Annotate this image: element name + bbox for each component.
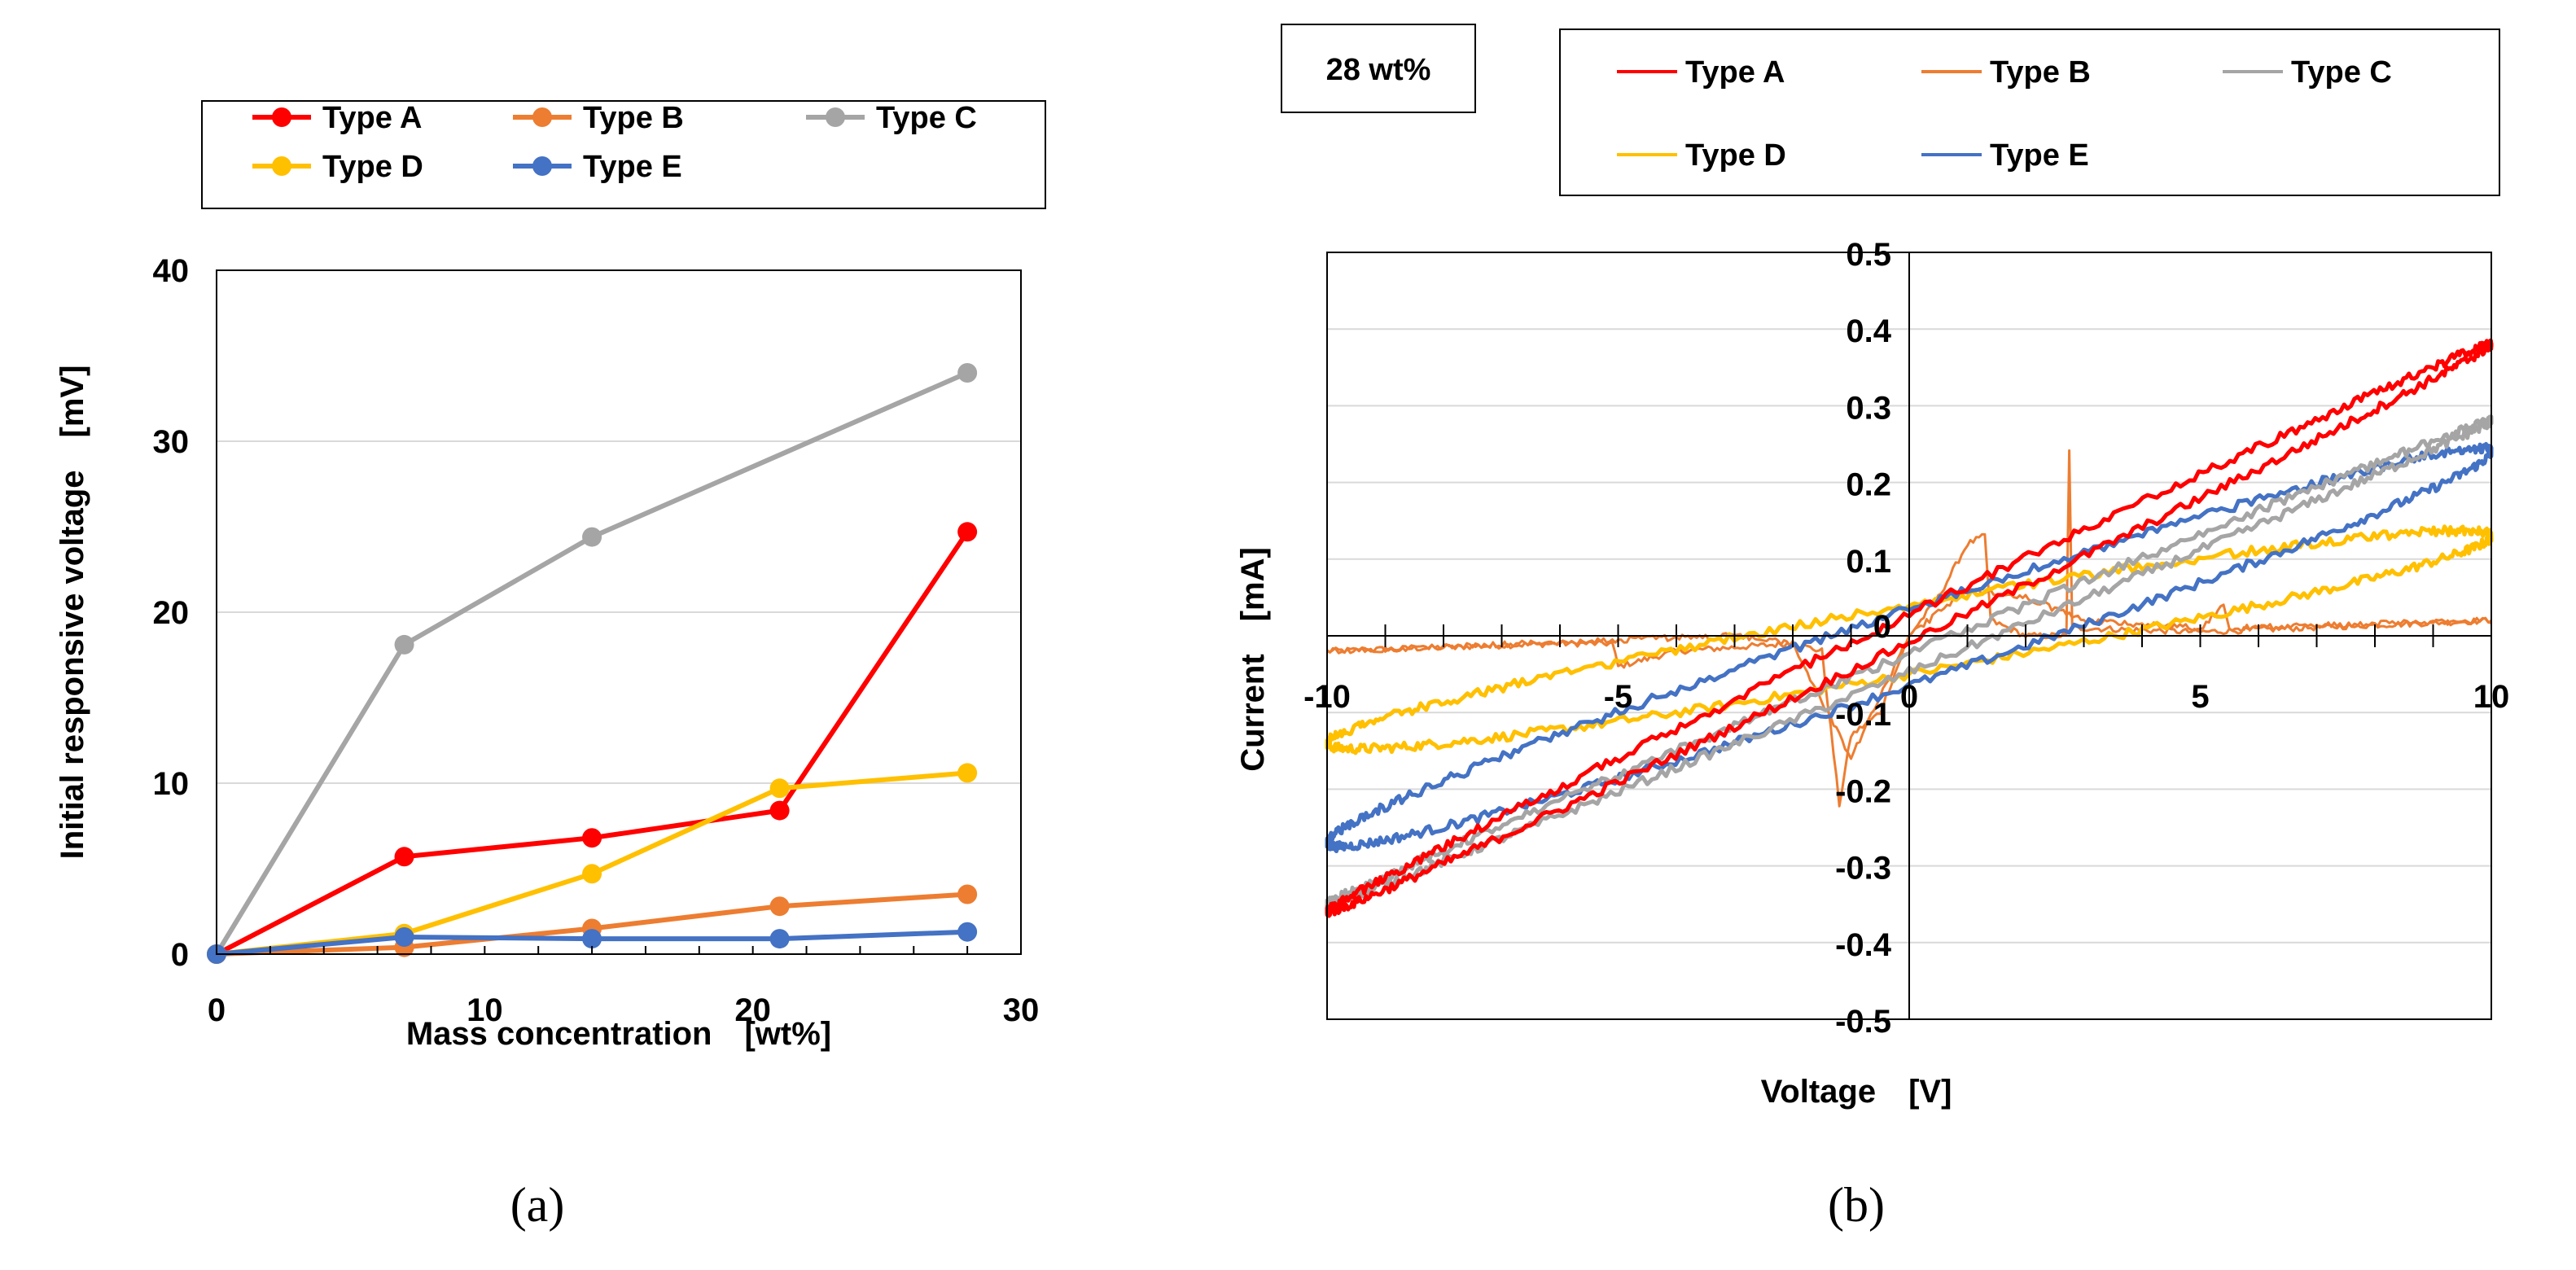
x-tick-label: 10: [2473, 679, 2510, 715]
data-point: [769, 896, 790, 917]
series-line: [215, 530, 970, 957]
x-tick-label: 30: [1003, 992, 1040, 1028]
data-point: [769, 800, 790, 821]
data-point: [769, 929, 790, 949]
legend-item-type-c: Type C: [2223, 55, 2392, 90]
y-axis-label-a: Initial responsive voltage [mV]: [55, 366, 90, 860]
legend-marker: [826, 107, 845, 127]
legend-a: Type A Type B Type C Type D Type E: [252, 101, 977, 184]
data-point: [582, 929, 602, 949]
y-tick-label: 40: [153, 253, 190, 289]
legend-label: Type C: [2291, 55, 2392, 90]
data-point: [769, 778, 790, 799]
data-point: [394, 927, 414, 947]
legend-marker: [532, 156, 552, 176]
legend-label: Type D: [1685, 138, 1786, 173]
y-tick-label: -0.4: [1835, 927, 1892, 963]
panel-label-b: (b): [1828, 1178, 1885, 1232]
legend-label: Type C: [876, 101, 977, 135]
data-point: [957, 884, 978, 904]
x-axis-label-b: Voltage [V]: [1761, 1074, 1952, 1110]
legend-b: Type A Type B Type C Type D Type E: [1617, 55, 2392, 173]
panel-label-a: (a): [510, 1178, 565, 1232]
x-tick-label: -5: [1604, 679, 1633, 715]
legend-item-type-d: Type D: [1617, 138, 1786, 173]
ticks-a: 0 10 20 30 40 0 10 20 30: [153, 253, 1040, 1028]
y-tick-label: 0.1: [1846, 544, 1891, 580]
y-tick-label: 10: [153, 766, 190, 802]
series-line: [214, 370, 969, 956]
legend-label: Type A: [322, 101, 422, 135]
y-tick-label: 0.2: [1846, 467, 1891, 503]
series-type-a: [207, 522, 978, 964]
legend-marker: [272, 107, 291, 127]
x-tick-label: 10: [467, 992, 503, 1028]
y-tick-label: 0.4: [1846, 313, 1891, 349]
gridlines-a: [217, 440, 1021, 784]
legend-label: Type A: [1685, 55, 1785, 90]
data-point: [582, 864, 602, 884]
x-tick-label: 0: [1900, 679, 1918, 715]
legend-b-box: [1559, 28, 2500, 196]
data-point: [394, 847, 414, 867]
x-tick-label: 0: [208, 992, 226, 1028]
x-axis-label-a: Mass concentration [wt%]: [406, 1016, 831, 1052]
chart-b: 28 wt% Type A Type B Type C Type D Type E 0.…: [1235, 24, 2509, 1232]
y-tick-label: 20: [153, 595, 190, 631]
y-tick-label: 30: [153, 424, 190, 460]
data-point: [957, 922, 978, 942]
y-tick-label: -0.3: [1835, 851, 1891, 887]
plot-area-a: [207, 363, 978, 964]
legend-item-type-b: Type B: [513, 101, 684, 135]
legend-item-type-b: Type B: [1921, 55, 2091, 90]
plot-frame-a: [216, 269, 1022, 955]
legend-item-type-e: Type E: [1921, 138, 2089, 173]
legend-label: Type B: [1990, 55, 2091, 90]
data-point: [957, 363, 978, 383]
legend-label: Type E: [1990, 138, 2089, 173]
data-point: [957, 763, 978, 783]
annotation-box: [1281, 24, 1476, 113]
legend-item-type-d: Type D: [252, 150, 423, 184]
data-point: [957, 522, 978, 542]
y-tick-label: 0.3: [1846, 390, 1891, 426]
y-tick-label: -0.2: [1835, 773, 1891, 809]
legend-label: Type E: [583, 150, 682, 184]
x-tick-label: 5: [2191, 679, 2209, 715]
legend-a-box: [201, 100, 1046, 209]
y-tick-label: 0: [171, 937, 189, 973]
data-point: [582, 527, 602, 547]
legend-item-type-a: Type A: [1617, 55, 1785, 90]
legend-marker: [532, 107, 552, 127]
data-point: [582, 828, 602, 848]
y-tick-label: 0: [1873, 609, 1891, 645]
y-tick-label: -0.5: [1835, 1004, 1891, 1040]
y-axis-label-b: Current [mA]: [1235, 547, 1271, 772]
ticks-b: 0.50.40.30.20.10-0.1-0.2-0.3-0.4-0.5-10-…: [1303, 237, 2509, 1040]
legend-label: Type D: [322, 150, 423, 184]
y-tick-label: -0.1: [1835, 697, 1891, 733]
x-tick-label: 20: [734, 992, 771, 1028]
legend-item-type-e: Type E: [513, 150, 682, 184]
data-point: [394, 634, 414, 655]
legend-marker: [272, 156, 291, 176]
legend-label: Type B: [583, 101, 684, 135]
legend-item-type-a: Type A: [252, 101, 422, 135]
x-tick-label: -10: [1303, 679, 1351, 715]
chart-a: Type A Type B Type C Type D Type E 0 10 20 30 40…: [55, 100, 1046, 1232]
legend-item-type-c: Type C: [806, 101, 977, 135]
y-tick-label: 0.5: [1846, 237, 1891, 273]
annotation-28wt: 28 wt%: [1326, 53, 1431, 87]
